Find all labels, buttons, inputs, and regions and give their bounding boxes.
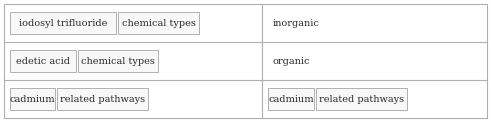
Text: cadmium: cadmium [10,95,55,103]
Text: edetic acid: edetic acid [16,56,70,66]
FancyBboxPatch shape [4,4,487,118]
FancyBboxPatch shape [269,88,314,110]
FancyBboxPatch shape [10,50,76,72]
FancyBboxPatch shape [10,12,116,34]
Text: related pathways: related pathways [60,95,145,103]
Text: organic: organic [273,56,310,66]
Text: iodosyl trifluoride: iodosyl trifluoride [19,19,107,27]
Text: chemical types: chemical types [81,56,155,66]
Text: related pathways: related pathways [319,95,404,103]
FancyBboxPatch shape [118,12,199,34]
Text: inorganic: inorganic [273,19,319,27]
FancyBboxPatch shape [57,88,148,110]
FancyBboxPatch shape [10,88,55,110]
Text: chemical types: chemical types [121,19,195,27]
FancyBboxPatch shape [316,88,407,110]
FancyBboxPatch shape [78,50,159,72]
Text: cadmium: cadmium [268,95,314,103]
